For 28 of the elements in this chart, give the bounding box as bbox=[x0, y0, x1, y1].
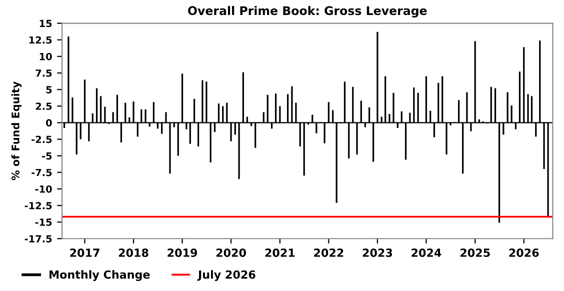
x-tick-label: 2017 bbox=[70, 248, 100, 257]
legend-label: Monthly Change bbox=[50, 270, 150, 281]
y-tick-label: -2.5 bbox=[32, 136, 52, 144]
x-tick-label: 2024 bbox=[412, 248, 442, 257]
y-tick-label: 10 bbox=[40, 52, 52, 60]
y-tick-label: 15 bbox=[40, 20, 52, 28]
legend-label: July 2026 bbox=[197, 270, 256, 281]
y-tick-label: -15 bbox=[35, 218, 52, 226]
x-tick-label: 2018 bbox=[118, 248, 148, 257]
x-tick-label: 2023 bbox=[362, 248, 392, 257]
x-tick-label: 2025 bbox=[460, 248, 490, 257]
x-tick-label: 2020 bbox=[216, 248, 246, 257]
x-tick-label: 2026 bbox=[509, 248, 539, 257]
chart-title: Overall Prime Book: Gross Leverage bbox=[188, 6, 427, 18]
x-tick-label: 2021 bbox=[265, 248, 295, 257]
y-tick-label: 5 bbox=[46, 86, 52, 94]
y-tick-label: -7.5 bbox=[32, 168, 52, 176]
y-tick-label: -12.5 bbox=[24, 202, 52, 210]
x-tick-label: 2019 bbox=[168, 248, 198, 257]
y-tick-label: -10 bbox=[35, 185, 52, 193]
y-axis-title: % of Fund Equity bbox=[11, 82, 22, 180]
x-tick-label: 2022 bbox=[314, 248, 344, 257]
y-tick-label: 0 bbox=[46, 119, 52, 126]
y-tick-label: 2.5 bbox=[36, 102, 52, 110]
y-tick-label: -5 bbox=[42, 152, 52, 160]
y-tick-label: -17.5 bbox=[24, 235, 52, 242]
y-tick-label: 12.5 bbox=[29, 36, 52, 44]
y-tick-label: 7.5 bbox=[36, 70, 52, 77]
